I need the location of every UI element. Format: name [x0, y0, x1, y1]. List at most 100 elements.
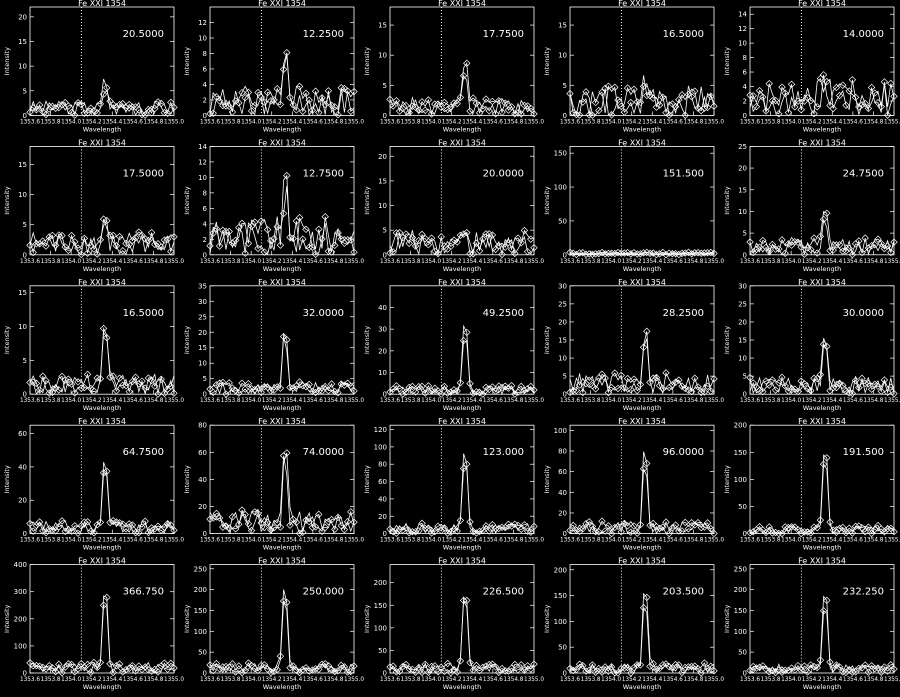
data-point-marker — [115, 374, 124, 383]
data-point-marker — [90, 658, 98, 667]
panel-title: Fe XXI 1354 — [618, 417, 666, 426]
x-tick-label: 1353.8 — [41, 536, 61, 544]
data-point-marker — [684, 525, 693, 533]
data-point-marker — [447, 103, 455, 112]
y-tick-label: 80 — [198, 422, 207, 430]
y-tick-label: 2 — [203, 236, 207, 244]
data-point-marker — [93, 374, 101, 382]
data-point-marker — [807, 97, 815, 105]
data-point-marker — [864, 379, 873, 388]
y-tick-label: 4 — [203, 81, 208, 89]
data-point-marker — [215, 514, 224, 522]
data-point-marker — [491, 663, 500, 671]
y-tick-label: 0 — [383, 112, 387, 120]
data-point-marker — [67, 660, 76, 669]
data-point-marker — [138, 110, 146, 119]
data-point-marker — [517, 661, 525, 669]
data-point-marker — [472, 99, 481, 107]
data-point-marker — [781, 89, 789, 97]
data-point-marker — [643, 459, 651, 468]
y-tick-label: 20 — [558, 318, 567, 326]
data-point-marker — [170, 664, 178, 672]
y-tick-label: 100 — [734, 628, 747, 636]
data-point-marker — [311, 250, 320, 259]
data-point-marker — [392, 97, 401, 105]
x-tick-label: 1353.6 — [200, 257, 220, 265]
x-tick-label: 1354.6 — [303, 536, 323, 544]
x-tick-label: 1354.6 — [843, 117, 863, 125]
y-tick-label: 40 — [378, 495, 387, 503]
data-point-marker — [427, 234, 436, 242]
data-point-marker — [523, 102, 532, 110]
y-tick-label: 0 — [23, 670, 27, 678]
data-point-marker — [276, 523, 285, 531]
x-tick-label: 1354.0 — [781, 117, 801, 125]
data-point-marker — [848, 529, 857, 537]
x-tick-label: 1354.0 — [601, 396, 621, 404]
data-point-marker — [472, 388, 481, 396]
panel-value-label: 203.500 — [663, 587, 704, 598]
data-point-marker — [768, 666, 777, 675]
data-point-marker — [765, 79, 773, 88]
data-point-marker — [251, 385, 259, 394]
data-point-marker — [299, 107, 307, 116]
data-point-marker — [707, 525, 715, 533]
x-tick-label: 1354.6 — [123, 675, 143, 683]
x-tick-label: 1353.6 — [20, 675, 40, 683]
x-tick-label: 1355.0 — [344, 117, 364, 125]
data-point-marker — [395, 525, 404, 533]
data-point-marker — [115, 660, 124, 668]
spectrum-trace — [29, 604, 175, 673]
data-point-marker — [247, 661, 256, 670]
data-point-marker — [350, 87, 358, 96]
data-point-marker — [845, 244, 853, 253]
data-point-marker — [463, 328, 471, 337]
data-point-marker — [511, 390, 519, 398]
data-point-marker — [109, 668, 117, 677]
data-point-marker — [257, 217, 265, 225]
data-point-marker — [231, 525, 240, 533]
x-tick-label: 1353.6 — [380, 257, 400, 265]
data-point-marker — [871, 664, 879, 673]
spectrum-trace — [389, 600, 535, 674]
data-point-marker — [427, 110, 436, 118]
data-point-marker — [607, 663, 616, 671]
data-point-marker — [575, 660, 584, 669]
data-point-marker — [443, 659, 452, 668]
y-axis-label: Intensity — [543, 465, 551, 493]
x-tick-label: 1354.6 — [663, 117, 683, 125]
panel-title: Fe XXI 1354 — [798, 138, 846, 147]
data-point-marker — [746, 373, 754, 382]
y-tick-label: 8 — [743, 54, 747, 62]
data-point-marker — [222, 522, 230, 530]
data-point-marker — [791, 523, 799, 531]
data-point-marker — [819, 607, 828, 615]
data-point-marker — [671, 249, 680, 258]
spectrum-trace — [749, 77, 895, 115]
data-point-marker — [797, 105, 805, 114]
data-point-marker — [601, 527, 609, 535]
y-tick-label: 5 — [743, 230, 747, 238]
data-point-marker — [71, 389, 79, 397]
data-point-marker — [392, 668, 401, 676]
data-point-marker — [582, 520, 590, 528]
x-tick-label: 1353.8 — [761, 675, 781, 683]
plot-frame — [209, 285, 355, 395]
data-point-marker — [800, 528, 809, 536]
panel-value-label: 12.7500 — [303, 168, 344, 179]
x-axis-label: Wavelength — [803, 683, 842, 691]
x-tick-label: 1354.2 — [262, 536, 282, 544]
data-point-marker — [482, 230, 490, 238]
data-point-marker — [106, 97, 114, 105]
data-point-marker — [710, 249, 718, 258]
data-point-marker — [703, 249, 712, 257]
x-tick-label: 1353.8 — [761, 536, 781, 544]
data-point-marker — [112, 662, 121, 670]
x-tick-label: 1354.6 — [663, 396, 683, 404]
data-point-marker — [604, 388, 613, 397]
data-point-marker — [768, 97, 777, 105]
data-point-marker — [858, 248, 866, 257]
data-point-marker — [215, 242, 224, 250]
data-point-marker — [415, 382, 423, 391]
data-point-marker — [331, 387, 339, 396]
